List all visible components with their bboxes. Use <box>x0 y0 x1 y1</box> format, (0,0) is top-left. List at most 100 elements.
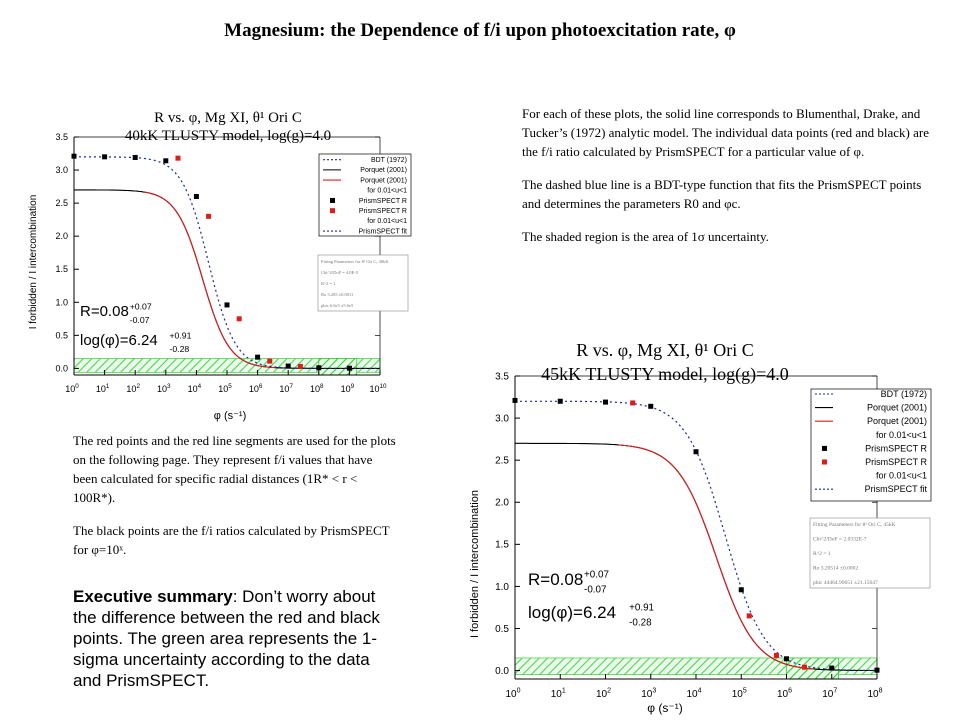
chart2-point-red <box>746 613 752 619</box>
chart2-x-tick-label: 101 <box>551 688 566 701</box>
chart1-x-tick-label: 100 <box>65 383 79 394</box>
chart1-line-porquet <box>144 191 277 369</box>
chart1-annotation-r: R=0.08 <box>80 303 129 320</box>
chart2-legend-entry: for 0.01<u<1 <box>876 471 927 481</box>
chart2-x-tick-label: 108 <box>867 688 882 701</box>
chart2-x-tick-label: 103 <box>641 688 656 701</box>
chart1-group: R vs. φ, Mg XI, θ¹ Ori C 40kK TLUSTY mode… <box>28 110 412 422</box>
chart2-y-tick-label: 1.0 <box>495 582 509 593</box>
chart2-title-line2: 45kK TLUSTY model, log(g)=4.0 <box>541 364 789 385</box>
chart2-legend-entry: PrismSPECT R <box>865 443 927 453</box>
chart1-point-black <box>102 154 108 160</box>
chart1-title-line2: 40kK TLUSTY model, log(g)=4.0 <box>125 128 331 144</box>
chart1-point-black <box>224 302 230 308</box>
chart1-legend-entry: PrismSPECT R <box>359 198 407 205</box>
chart1-y-tick-label: 1.5 <box>55 264 68 274</box>
page-title: Magnesium: the Dependence of f/i upon ph… <box>224 20 736 41</box>
chart2-point-black <box>874 667 880 673</box>
chart1-point-black <box>285 363 291 369</box>
chart2-x-tick-label: 105 <box>732 688 747 701</box>
chart1-x-tick-label: 109 <box>341 383 355 394</box>
chart2-legend-entry: PrismSPECT R <box>865 457 927 467</box>
chart1-legend-entry: PrismSPECT R <box>359 208 407 215</box>
left-description: The red points and the red line segments… <box>73 431 399 573</box>
chart1-x-tick-label: 101 <box>96 383 110 394</box>
chart1-annotation-phi: log(φ)=6.24 <box>80 332 158 349</box>
chart1-y-tick-label: 0.0 <box>55 363 68 373</box>
chart2-legend-entry: PrismSPECT fit <box>865 484 928 494</box>
chart2-y-tick-label: 2.5 <box>495 456 509 467</box>
executive-summary: Executive summary: Don’t worry about the… <box>73 586 399 691</box>
chart1-x-tick-label: 106 <box>249 383 263 394</box>
chart1-legend-entry: BDT (1972) <box>371 157 407 164</box>
chart1-x-tick-label: 108 <box>310 383 324 394</box>
chart1-annotation-phi-sub: -0.28 <box>169 344 189 354</box>
chart1-annotation-r-sup: +0.07 <box>130 301 152 311</box>
chart1-y-tick-label: 2.0 <box>55 231 68 241</box>
chart1-y-tick-label: 0.5 <box>55 330 68 340</box>
description-paragraph-model: For each of these plots, the solid line … <box>522 106 929 159</box>
chart2-annotation-phi: log(φ)=6.24 <box>528 603 616 622</box>
chart2-x-tick-label: 107 <box>822 688 837 701</box>
chart1-fit-box-line: Chi^2/DoF = 4.0E-5 <box>321 270 359 275</box>
chart2-point-black <box>603 399 608 405</box>
chart2-y-tick-label: 3.0 <box>495 413 509 424</box>
chart2-y-tick-label: 3.5 <box>495 371 509 382</box>
chart1-point-black <box>132 154 138 160</box>
chart1-point-red <box>267 358 273 364</box>
chart1-x-tick-label: 107 <box>279 383 293 394</box>
chart1-x-axis-label: φ (s⁻¹) <box>214 410 246 422</box>
chart1-point-red <box>175 155 181 161</box>
chart1-y-axis-label: I forbidden / I intercombination <box>28 195 39 330</box>
chart2-annotation-phi-sub: -0.28 <box>629 618 652 629</box>
chart2-legend-entry: for 0.01<u<1 <box>876 430 927 440</box>
description-paragraph-red-points: The red points and the red line segments… <box>73 433 396 505</box>
chart2-fit-box-line: Ro 3.20514 ±0.0002 <box>813 566 858 572</box>
chart2-annotation-r-sub: -0.07 <box>584 585 606 596</box>
chart2-fit-box-line: phic 44464.99651 ±21.15647 <box>813 580 878 586</box>
chart2-fit-box-line: Fitting Parameters for θ¹ Ori C, 45kK <box>813 521 896 528</box>
chart2-legend-swatch <box>822 459 827 465</box>
chart1-x-tick-label: 1010 <box>369 383 387 394</box>
chart2-point-black <box>512 397 518 403</box>
chart2-point-black <box>784 656 789 662</box>
chart2-point-red <box>630 400 636 406</box>
chart1-legend-box <box>318 153 412 237</box>
chart2-annotation-r-sup: +0.07 <box>584 569 609 580</box>
chart1-x-tick-label: 104 <box>188 383 202 394</box>
chart1-point-black <box>346 365 352 371</box>
chart1-x-tick-label: 102 <box>126 383 140 394</box>
chart1-point-black <box>255 354 261 360</box>
chart1-title-line1: R vs. φ, Mg XI, θ¹ Ori C <box>154 110 302 126</box>
chart1-point-black <box>163 158 169 164</box>
chart2-point-red <box>773 652 779 658</box>
chart1-point-black <box>71 153 77 159</box>
description-paragraph-fit: The dashed blue line is a BDT-type funct… <box>522 177 922 211</box>
chart1-legend-entry: for 0.01<u<1 <box>367 218 407 225</box>
chart2-fit-box-line: Chi^2/DoF = 2.0332E-7 <box>813 537 867 543</box>
chart1-fit-box-line: Fitting Parameters for θ¹ Ori C, 40kK <box>321 259 389 265</box>
chart2-annotation-phi-sup: +0.91 <box>629 602 654 613</box>
chart2-point-black <box>829 665 835 671</box>
right-description: For each of these plots, the solid line … <box>522 104 942 260</box>
chart2-legend-entry: Porquet (2001) <box>867 403 927 413</box>
chart2-point-black <box>693 449 699 455</box>
chart2-point-black <box>648 403 654 409</box>
chart1-annotation-r-sub: -0.07 <box>130 315 150 325</box>
chart2-x-tick-label: 100 <box>505 688 520 701</box>
chart2-x-tick-label: 106 <box>777 688 792 701</box>
chart1-legend-swatch <box>330 208 335 214</box>
description-paragraph-shaded: The shaded region is the area of 1σ unce… <box>522 229 769 244</box>
chart1-point-red <box>236 316 242 322</box>
chart1-annotation-phi-sup: +0.91 <box>169 330 191 340</box>
chart1-fit-box-line: Ro 3.205 ±0.0011 <box>321 292 353 297</box>
chart2-annotation-r: R=0.08 <box>528 570 583 589</box>
chart2-y-tick-label: 1.5 <box>495 540 509 551</box>
chart1-x-tick-label: 103 <box>157 383 171 394</box>
chart1-legend-entry: Porquet (2001) <box>360 177 407 184</box>
chart1-fit-box-line: R^2 = 1 <box>321 281 335 286</box>
chart1-point-black <box>193 194 199 199</box>
chart2-group: R vs. φ, Mg XI, θ¹ Ori C 45kK TLUSTY mode… <box>469 340 932 715</box>
chart1-legend-swatch <box>330 197 335 203</box>
